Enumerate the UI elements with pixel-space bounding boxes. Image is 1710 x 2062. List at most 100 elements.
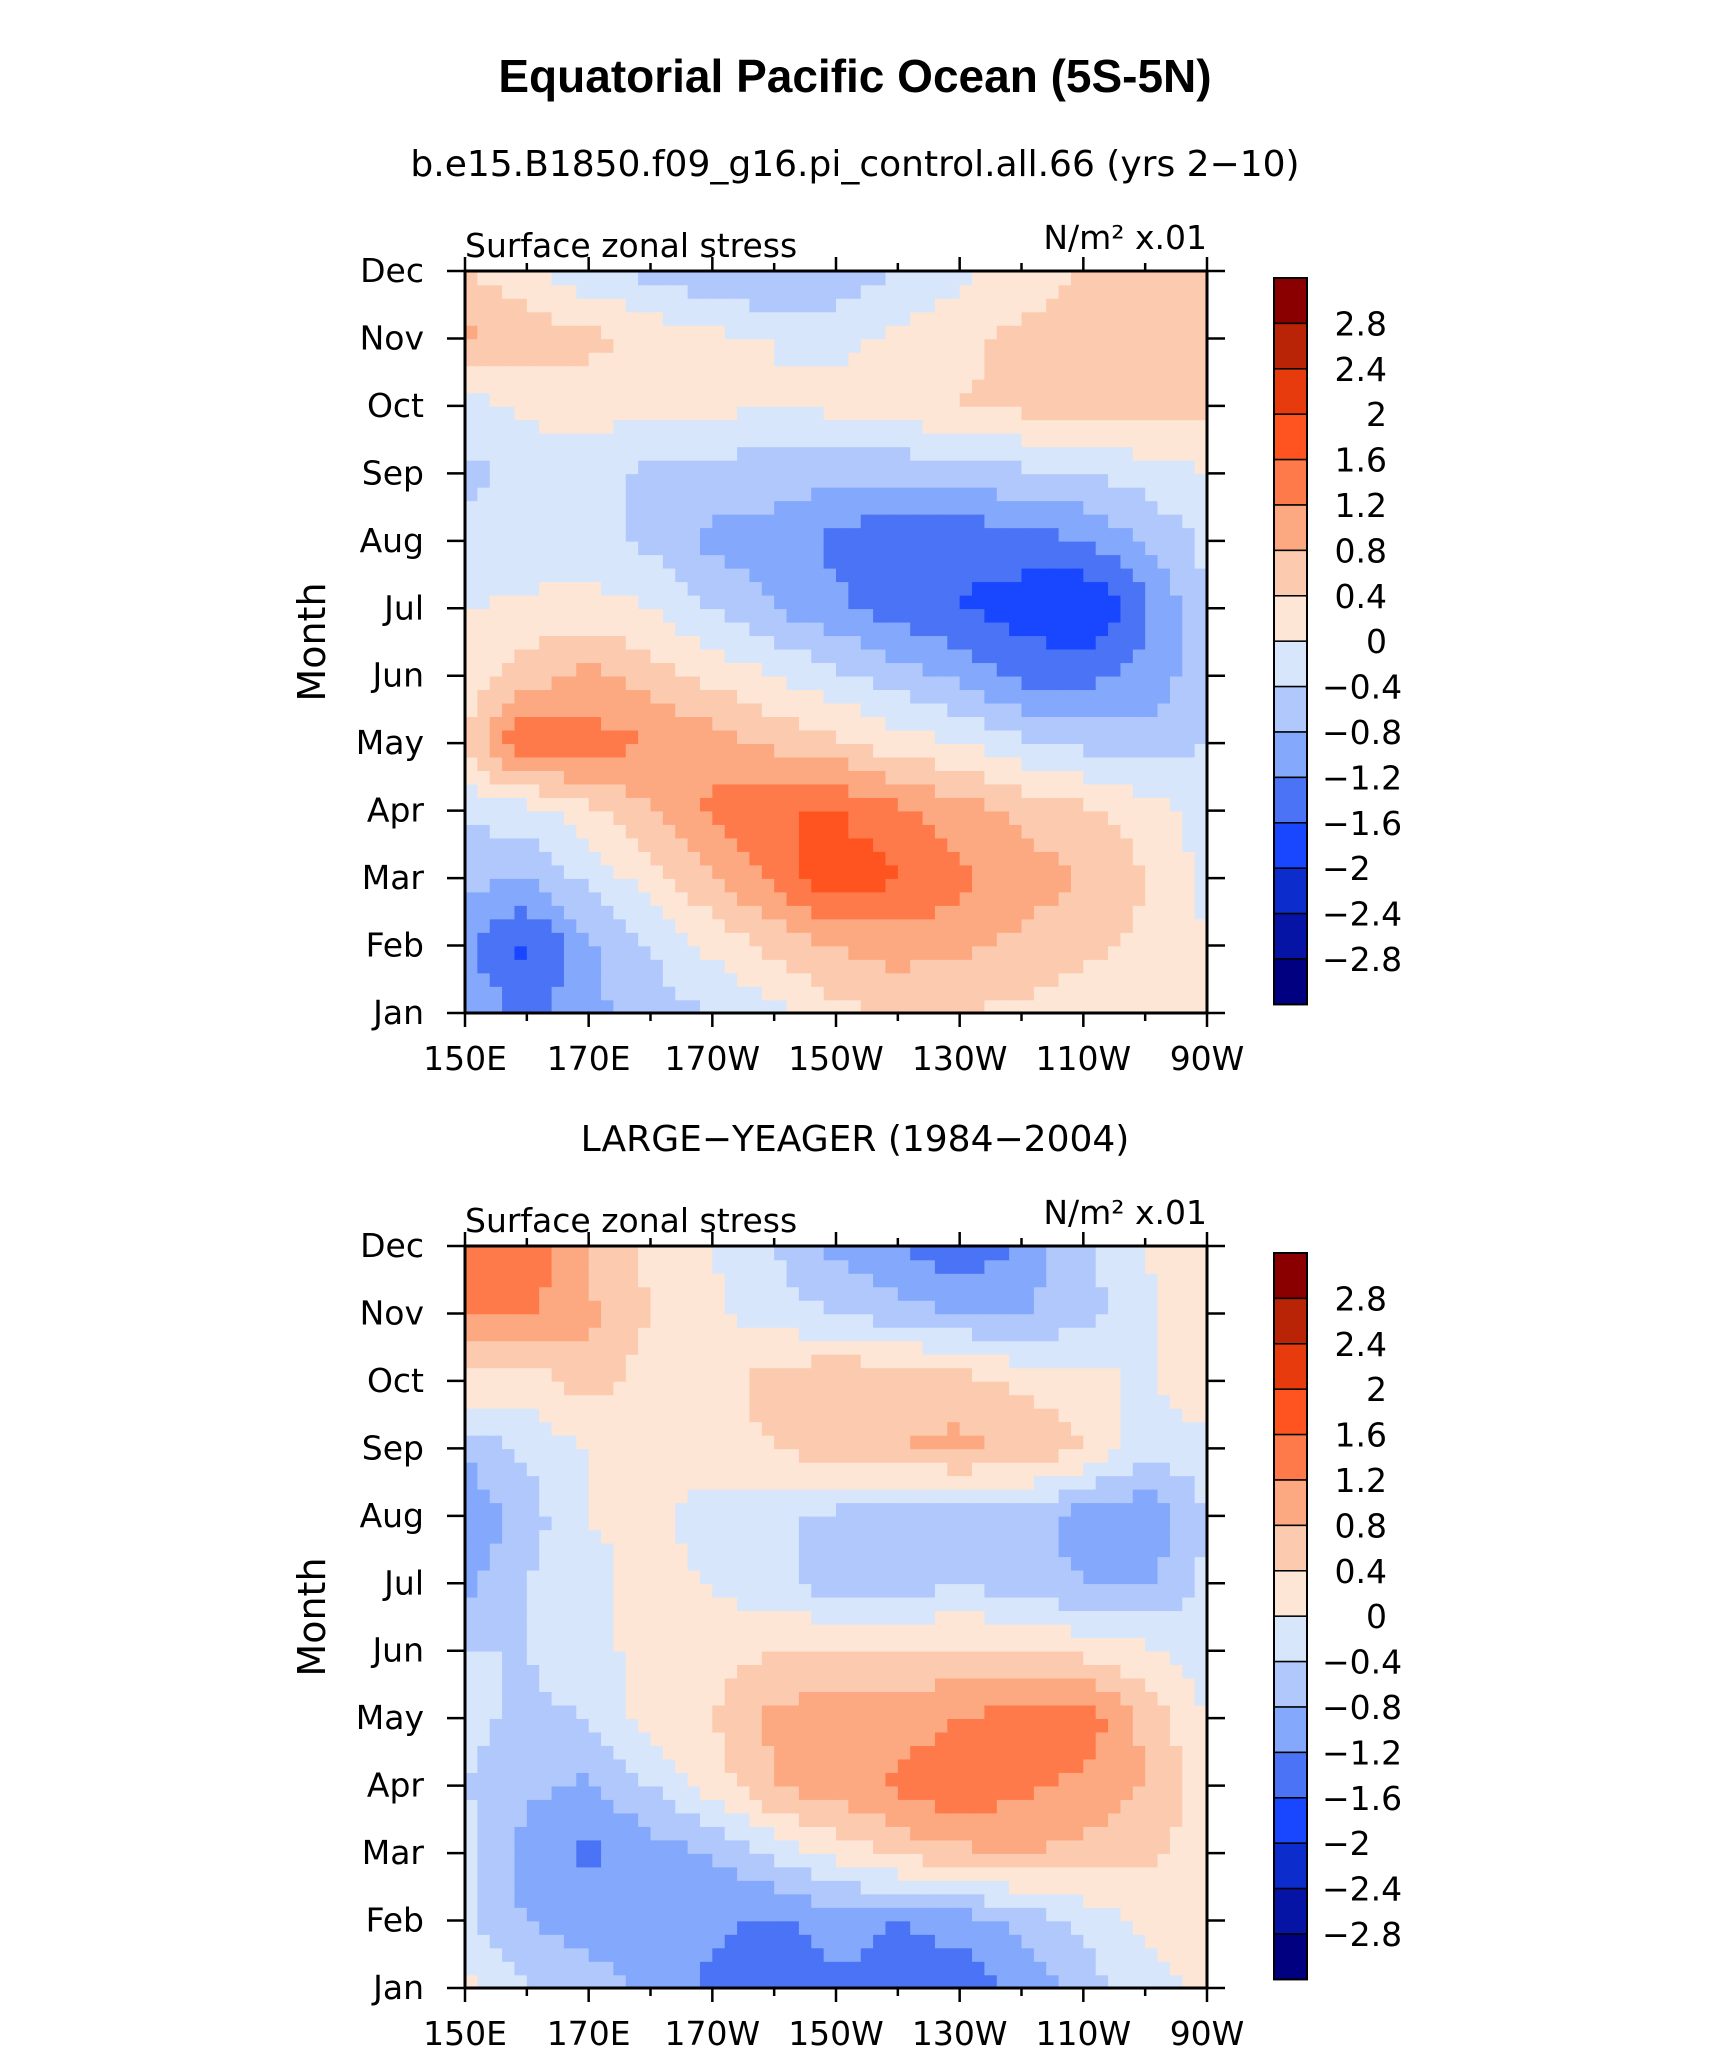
field-cell — [699, 1772, 714, 1787]
field-cell — [712, 365, 726, 380]
field-cell — [984, 1920, 998, 1935]
field-cell — [1009, 756, 1023, 771]
field-cell — [836, 878, 850, 893]
field-cell — [1108, 1947, 1122, 1962]
field-cell — [1033, 324, 1048, 340]
field-cell — [1058, 1799, 1072, 1814]
field-cell — [502, 378, 516, 394]
field-cell — [749, 513, 763, 529]
field-cell — [1021, 1664, 1035, 1679]
field-cell — [1182, 918, 1196, 933]
field-cell — [625, 284, 639, 299]
field-cell — [996, 905, 1010, 920]
field-cell — [539, 824, 553, 839]
field-cell — [910, 878, 924, 893]
field-cell — [638, 1637, 652, 1652]
field-cell — [1058, 473, 1072, 488]
field-cell — [1046, 918, 1060, 933]
field-cell — [1058, 891, 1072, 906]
field-cell — [836, 864, 850, 879]
field-cell — [798, 446, 813, 461]
field-cell — [922, 702, 936, 717]
field-cell — [910, 702, 924, 717]
field-cell — [737, 473, 751, 488]
field-cell — [848, 1907, 862, 1922]
field-cell — [1083, 1907, 1097, 1922]
field-cell — [823, 513, 837, 529]
field-cell — [662, 1664, 677, 1679]
field-cell — [823, 810, 837, 825]
field-cell — [1169, 905, 1184, 920]
field-cell — [712, 338, 726, 353]
field-cell — [848, 770, 862, 785]
field-cell — [1033, 392, 1048, 407]
field-cell — [1083, 1691, 1097, 1706]
field-cell — [761, 635, 775, 650]
field-cell — [836, 1785, 850, 1800]
field-cell — [761, 1920, 775, 1935]
field-cell — [996, 648, 1010, 664]
field-cell — [786, 1745, 800, 1760]
field-cell — [798, 1866, 813, 1881]
field-cell — [1120, 1772, 1134, 1787]
field-cell — [514, 1637, 528, 1652]
field-cell — [959, 1785, 973, 1800]
field-cell — [848, 1920, 862, 1935]
field-cell — [836, 608, 850, 623]
field-cell — [477, 824, 491, 839]
field-cell — [959, 999, 973, 1013]
field-cell — [1120, 594, 1134, 610]
field-cell — [1046, 446, 1060, 461]
field-cell — [823, 959, 837, 974]
field-cell — [563, 837, 578, 852]
field-cell — [675, 1650, 689, 1666]
field-cell — [910, 311, 924, 326]
field-cell — [1182, 1785, 1196, 1800]
field-cell — [526, 878, 540, 893]
field-cell — [724, 716, 738, 731]
field-cell — [972, 324, 986, 340]
field-cell — [1058, 1718, 1072, 1733]
field-cell — [934, 851, 949, 866]
field-cell — [526, 999, 540, 1013]
field-cell — [514, 473, 528, 488]
field-cell — [947, 446, 961, 461]
field-cell — [786, 702, 800, 717]
field-cell — [811, 864, 825, 879]
field-cell — [650, 986, 664, 1001]
field-cell — [1046, 432, 1060, 448]
field-cell — [662, 1812, 677, 1827]
field-cell — [786, 716, 800, 731]
field-cell — [712, 513, 726, 529]
field-cell — [576, 986, 590, 1001]
field-cell — [489, 486, 503, 502]
field-cell — [1046, 581, 1060, 596]
field-cell — [601, 446, 615, 461]
field-cell — [1083, 743, 1097, 758]
field-cell — [1194, 419, 1207, 434]
field-cell — [1108, 810, 1122, 825]
field-cell — [625, 311, 639, 326]
field-cell — [996, 1758, 1010, 1773]
field-cell — [996, 513, 1010, 529]
field-cell — [625, 716, 639, 731]
field-cell — [539, 324, 553, 340]
field-cell — [1009, 473, 1023, 488]
field-cell — [539, 918, 553, 933]
field-cell — [811, 675, 825, 691]
field-cell — [514, 446, 528, 461]
field-cell — [1095, 594, 1109, 610]
field-cell — [934, 635, 949, 650]
field-cell — [551, 837, 565, 852]
field-cell — [1157, 1920, 1171, 1935]
field-cell — [885, 972, 899, 987]
field-cell — [724, 797, 738, 812]
field-cell — [836, 1745, 850, 1760]
field-cell — [922, 1704, 936, 1719]
field-cell — [613, 1934, 627, 1949]
field-cell — [551, 1677, 565, 1692]
field-cell — [737, 959, 751, 974]
field-cell — [576, 459, 590, 475]
field-cell — [601, 351, 615, 367]
field-cell — [1095, 1664, 1109, 1679]
